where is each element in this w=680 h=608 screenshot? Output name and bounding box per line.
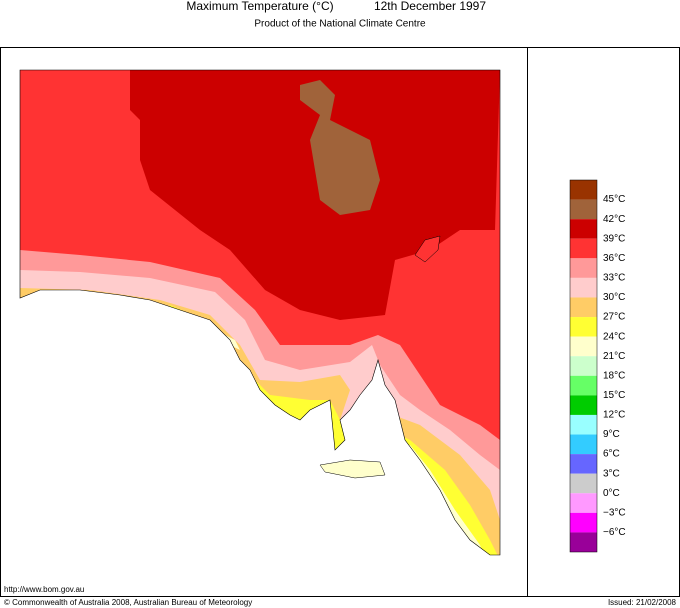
legend-swatch (570, 375, 597, 396)
legend-label: 36°C (603, 253, 625, 264)
legend-swatch (570, 336, 597, 357)
legend-swatch (570, 258, 597, 278)
legend-label: 0°C (603, 488, 620, 499)
legend: 45°C 42°C 39°C 36°C 33°C 30°C 27°C 24°C 21°C 18°C… (569, 179, 626, 553)
legend-swatch (570, 493, 597, 513)
legend-swatch (570, 473, 597, 494)
legend-swatch (570, 317, 597, 337)
island (414, 235, 441, 263)
legend-label: 9°C (603, 429, 620, 440)
legend-label: −3°C (603, 507, 626, 518)
legend-label: 33°C (603, 273, 625, 284)
map (20, 70, 500, 555)
url: http://www.bom.gov.au (4, 585, 84, 594)
subtitle: Product of the National Climate Centre (254, 19, 426, 30)
legend-label: 42°C (603, 214, 625, 225)
legend-label: 30°C (603, 292, 625, 303)
issued: Issued: 21/02/2008 (608, 598, 677, 607)
legend-label: 18°C (603, 370, 625, 381)
legend-border (569, 179, 598, 553)
legend-swatch (570, 454, 597, 474)
legend-label: 12°C (603, 410, 625, 421)
legend-swatch (570, 297, 597, 318)
legend-swatch (570, 219, 597, 239)
island (319, 459, 386, 479)
coastline (19, 69, 501, 556)
date: 12th December 1997 (374, 0, 486, 13)
legend-swatch (570, 277, 597, 298)
legend-swatch (570, 238, 597, 259)
legend-label: 3°C (603, 468, 620, 479)
legend-swatch (570, 532, 597, 552)
legend-label: 6°C (603, 449, 620, 460)
legend-label: −6°C (603, 527, 626, 538)
legend-swatch (570, 199, 597, 220)
legend-label: 24°C (603, 331, 625, 342)
legend-swatch (570, 512, 597, 533)
copyright: © Commonwealth of Australia 2008, Austra… (4, 598, 252, 607)
legend-label: 27°C (603, 312, 625, 323)
legend-swatch (570, 434, 597, 455)
legend-swatch (570, 356, 597, 376)
legend-label: 15°C (603, 390, 625, 401)
legend-label: 45°C (603, 194, 625, 205)
legend-swatch (570, 395, 597, 415)
title: Maximum Temperature (°C) (186, 0, 333, 13)
legend-label: 39°C (603, 233, 625, 244)
legend-swatch (570, 414, 597, 435)
legend-swatch (570, 180, 597, 200)
legend-label: 21°C (603, 351, 625, 362)
